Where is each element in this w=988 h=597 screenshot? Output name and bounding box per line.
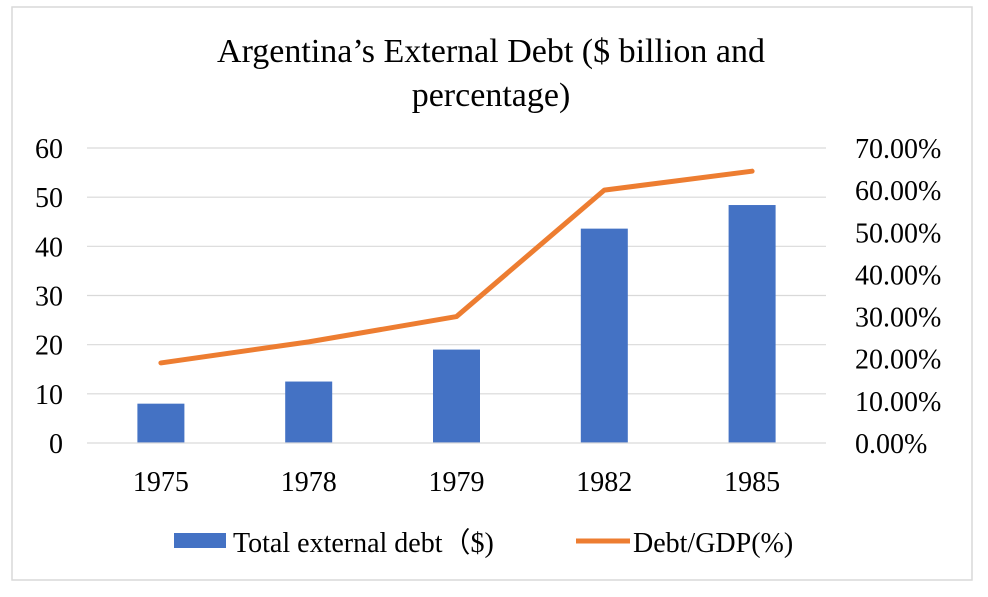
- gridlines: [87, 147, 826, 395]
- debt-gdp-line: [158, 168, 755, 366]
- legend-swatch-bar: [174, 533, 226, 548]
- bar-1985: [728, 205, 776, 443]
- left-axis-tick-label: 20: [35, 331, 63, 362]
- bar-1978: [285, 381, 333, 443]
- left-axis-tick-label: 30: [35, 282, 63, 313]
- left-axis-tick-label: 50: [35, 183, 63, 214]
- chart-title-line-2: percentage): [412, 77, 571, 114]
- right-axis-tick-label: 30.00%: [855, 303, 941, 334]
- legend-label-line: Debt/GDP(%): [633, 528, 793, 559]
- bar-series: [137, 205, 776, 443]
- right-axis-tick-label: 0.00%: [855, 429, 927, 460]
- right-axis-tick-label: 60.00%: [855, 176, 941, 207]
- legend: Total external debt（$) Debt/GDP(%): [174, 527, 793, 559]
- x-axis-tick-label: 1985: [724, 467, 780, 498]
- x-axis-tick-labels: 1975 1978 1979 1982 1985: [133, 467, 780, 498]
- line-series: [158, 168, 755, 366]
- bar-1982: [580, 228, 628, 443]
- left-axis-tick-label: 10: [35, 380, 63, 411]
- right-axis-tick-label: 40.00%: [855, 260, 941, 291]
- right-axis-tick-labels: 0.00% 10.00% 20.00% 30.00% 40.00% 50.00% 60.00…: [855, 134, 941, 460]
- chart-frame: [11, 6, 973, 581]
- right-axis-tick-label: 70.00%: [855, 134, 941, 165]
- left-axis-tick-label: 0: [49, 429, 63, 460]
- bar-1975: [137, 403, 185, 443]
- x-axis-tick-label: 1982: [576, 467, 632, 498]
- right-axis-tick-label: 50.00%: [855, 218, 941, 249]
- x-axis-tick-label: 1979: [429, 467, 485, 498]
- left-axis-tick-label: 40: [35, 232, 63, 263]
- left-axis-tick-labels: 0 10 20 30 40 50 60: [35, 134, 63, 460]
- x-axis-tick-label: 1975: [133, 467, 189, 498]
- right-axis-tick-label: 10.00%: [855, 387, 941, 418]
- right-axis-tick-label: 20.00%: [855, 345, 941, 376]
- bar-1979: [433, 349, 480, 443]
- x-axis-tick-label: 1978: [281, 467, 337, 498]
- chart-title-line-1: Argentina’s External Debt ($ billion and: [217, 33, 765, 70]
- legend-label-bar: Total external debt（$): [233, 527, 494, 559]
- left-axis-tick-label: 60: [35, 134, 63, 165]
